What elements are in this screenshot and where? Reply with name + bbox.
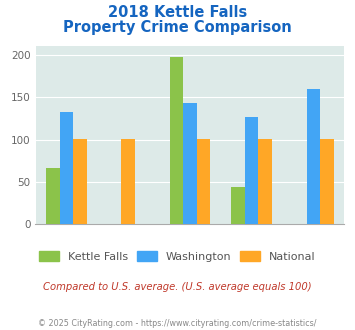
Text: © 2025 CityRating.com - https://www.cityrating.com/crime-statistics/: © 2025 CityRating.com - https://www.city… [38, 319, 317, 328]
Bar [245, 116, 258, 224]
Text: 2018 Kettle Falls: 2018 Kettle Falls [108, 5, 247, 20]
Bar [258, 139, 272, 224]
Text: Compared to U.S. average. (U.S. average equals 100): Compared to U.S. average. (U.S. average … [43, 282, 312, 292]
Bar [73, 139, 87, 224]
Legend: Kettle Falls, Washington, National: Kettle Falls, Washington, National [35, 247, 320, 267]
Bar [121, 139, 135, 224]
Bar [60, 112, 73, 224]
Bar [197, 139, 210, 224]
Bar [46, 168, 60, 224]
Bar [183, 103, 197, 224]
Text: Property Crime Comparison: Property Crime Comparison [63, 20, 292, 35]
Bar [170, 57, 183, 224]
Bar [231, 187, 245, 224]
Bar [307, 89, 320, 224]
Bar [320, 139, 334, 224]
